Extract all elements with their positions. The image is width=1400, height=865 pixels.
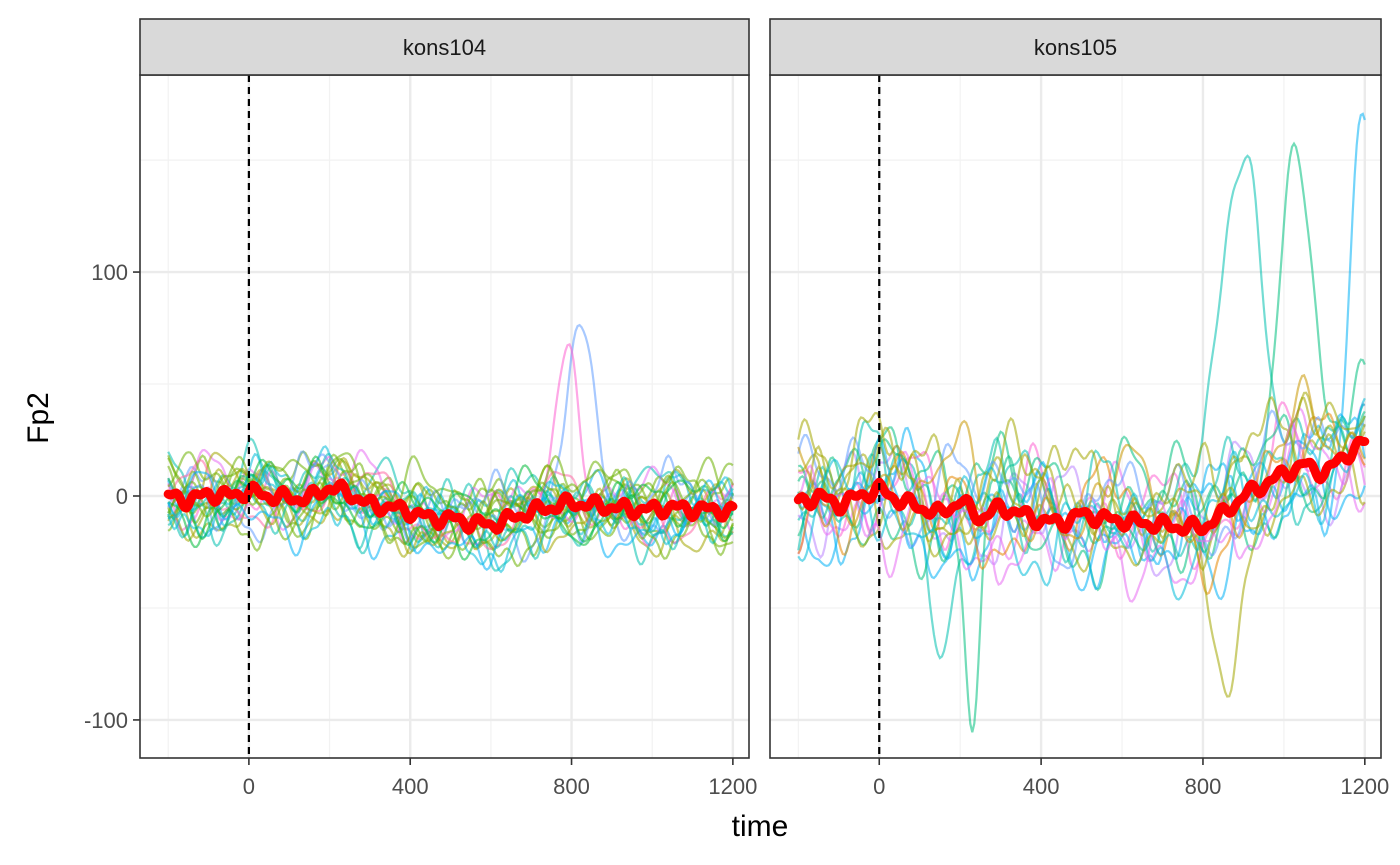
trial-line: [167, 458, 734, 551]
x-tick-label: 0: [243, 774, 255, 799]
mean-line: [163, 478, 738, 535]
x-tick-label: 800: [553, 774, 590, 799]
x-tick-label: 1200: [1340, 774, 1389, 799]
x-tick-label: 800: [1185, 774, 1222, 799]
y-axis-title: Fp2: [22, 392, 55, 444]
panel-background: [140, 75, 749, 758]
x-tick-label: 400: [392, 774, 429, 799]
y-tick-label: 100: [91, 260, 128, 285]
trial-line: [797, 396, 1366, 536]
y-tick-label: -100: [84, 708, 128, 733]
facet-strip-label: kons105: [1034, 35, 1117, 60]
x-tick-label: 0: [873, 774, 885, 799]
facet-strip: [769, 18, 1382, 76]
trial-line: [797, 154, 1366, 660]
facet-panel-kons104: kons104 0 400 800 1200: [139, 18, 757, 799]
facet-strip-label: kons104: [403, 35, 486, 60]
mean-line: [793, 435, 1370, 537]
y-axis: -100 0 100: [84, 260, 140, 733]
trial-line: [798, 431, 1366, 573]
facet-strip: [139, 18, 750, 76]
x-axis-title: time: [732, 810, 789, 843]
trial-line: [167, 454, 734, 542]
trial-line: [167, 470, 734, 571]
x-tick-label: 400: [1023, 774, 1060, 799]
x-tick-label: 1200: [708, 774, 757, 799]
trial-line: [797, 396, 1366, 572]
facet-panel-kons105: kons105 0 400 800 1200: [769, 18, 1389, 799]
trial-line: [167, 467, 734, 555]
y-tick-label: 0: [116, 484, 128, 509]
panels-layer: kons104 0 400 800 1200 kons105 0 400 800 1200: [139, 18, 1389, 799]
